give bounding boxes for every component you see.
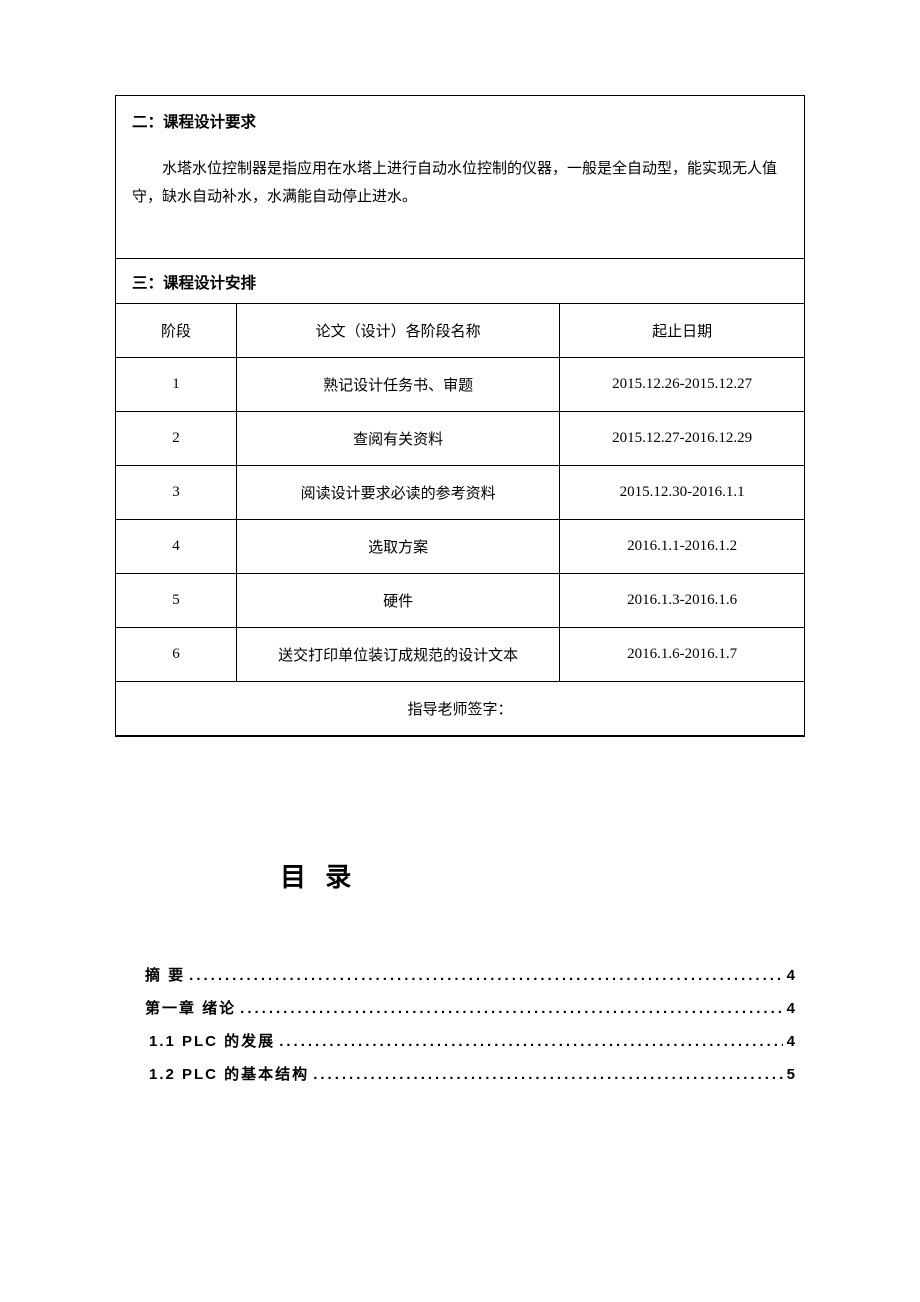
- section-requirements-heading: 二：课程设计要求: [132, 110, 788, 132]
- toc-dots: [240, 1000, 782, 1017]
- schedule-row: 5 硬件 2016.1.3-2016.1.6: [116, 573, 804, 627]
- schedule-row: 6 送交打印单位装订成规范的设计文本 2016.1.6-2016.1.7: [116, 627, 804, 681]
- toc-dots: [189, 967, 782, 984]
- schedule-cell-date: 2015.12.27-2016.12.29: [560, 411, 804, 465]
- schedule-cell-stage: 2: [116, 411, 236, 465]
- toc-dots: [313, 1066, 782, 1083]
- schedule-sign-label: 指导老师签字：: [116, 681, 804, 735]
- section-requirements: 二：课程设计要求 水塔水位控制器是指应用在水塔上进行自动水位控制的仪器，一般是全…: [115, 95, 805, 259]
- section-requirements-paragraph: 水塔水位控制器是指应用在水塔上进行自动水位控制的仪器，一般是全自动型，能实现无人…: [132, 156, 788, 212]
- schedule-cell-name: 送交打印单位装订成规范的设计文本: [236, 627, 559, 681]
- schedule-cell-stage: 1: [116, 357, 236, 411]
- schedule-row: 2 查阅有关资料 2015.12.27-2016.12.29: [116, 411, 804, 465]
- schedule-cell-date: 2016.1.1-2016.1.2: [560, 519, 804, 573]
- toc-list: 摘 要 4 第一章 绪论 4 1.1 PLC 的发展 4 1.2 PLC 的基本…: [115, 964, 805, 1084]
- schedule-cell-date: 2015.12.26-2015.12.27: [560, 357, 804, 411]
- section-schedule: 三：课程设计安排 阶段 论文（设计）各阶段名称 起止日期 1 熟记设计任务书、审…: [115, 259, 805, 737]
- schedule-row: 3 阅读设计要求必读的参考资料 2015.12.30-2016.1.1: [116, 465, 804, 519]
- schedule-cell-name: 选取方案: [236, 519, 559, 573]
- toc-item-page: 4: [787, 1000, 795, 1017]
- toc-item: 1.2 PLC 的基本结构 5: [145, 1063, 795, 1084]
- schedule-cell-stage: 4: [116, 519, 236, 573]
- schedule-table: 阶段 论文（设计）各阶段名称 起止日期 1 熟记设计任务书、审题 2015.12…: [116, 304, 804, 736]
- schedule-cell-name: 熟记设计任务书、审题: [236, 357, 559, 411]
- schedule-cell-date: 2016.1.3-2016.1.6: [560, 573, 804, 627]
- toc-dots: [279, 1033, 782, 1050]
- schedule-row: 1 熟记设计任务书、审题 2015.12.26-2015.12.27: [116, 357, 804, 411]
- toc-item-label: 1.1 PLC 的发展: [149, 1030, 275, 1051]
- toc-item-label: 摘 要: [145, 964, 185, 985]
- toc-item-page: 4: [787, 967, 795, 984]
- document-page: 二：课程设计要求 水塔水位控制器是指应用在水塔上进行自动水位控制的仪器，一般是全…: [0, 0, 920, 1156]
- schedule-col-stage: 阶段: [116, 304, 236, 358]
- schedule-cell-name: 查阅有关资料: [236, 411, 559, 465]
- schedule-row: 4 选取方案 2016.1.1-2016.1.2: [116, 519, 804, 573]
- schedule-sign-row: 指导老师签字：: [116, 681, 804, 735]
- schedule-cell-name: 硬件: [236, 573, 559, 627]
- toc-item-page: 4: [787, 1033, 795, 1050]
- toc-item-label: 第一章 绪论: [145, 997, 236, 1018]
- schedule-col-date: 起止日期: [560, 304, 804, 358]
- schedule-cell-stage: 5: [116, 573, 236, 627]
- toc-item: 1.1 PLC 的发展 4: [145, 1030, 795, 1051]
- schedule-cell-name: 阅读设计要求必读的参考资料: [236, 465, 559, 519]
- toc-item: 第一章 绪论 4: [145, 997, 795, 1018]
- toc-item: 摘 要 4: [145, 964, 795, 985]
- schedule-cell-date: 2015.12.30-2016.1.1: [560, 465, 804, 519]
- schedule-cell-date: 2016.1.6-2016.1.7: [560, 627, 804, 681]
- schedule-header-row: 阶段 论文（设计）各阶段名称 起止日期: [116, 304, 804, 358]
- toc-item-page: 5: [787, 1066, 795, 1083]
- toc-item-label: 1.2 PLC 的基本结构: [149, 1063, 309, 1084]
- schedule-cell-stage: 6: [116, 627, 236, 681]
- schedule-cell-stage: 3: [116, 465, 236, 519]
- section-schedule-heading-row: 三：课程设计安排: [116, 259, 804, 304]
- schedule-col-name: 论文（设计）各阶段名称: [236, 304, 559, 358]
- toc-title: 目 录: [280, 857, 805, 894]
- section-schedule-heading: 三：课程设计安排: [132, 271, 788, 293]
